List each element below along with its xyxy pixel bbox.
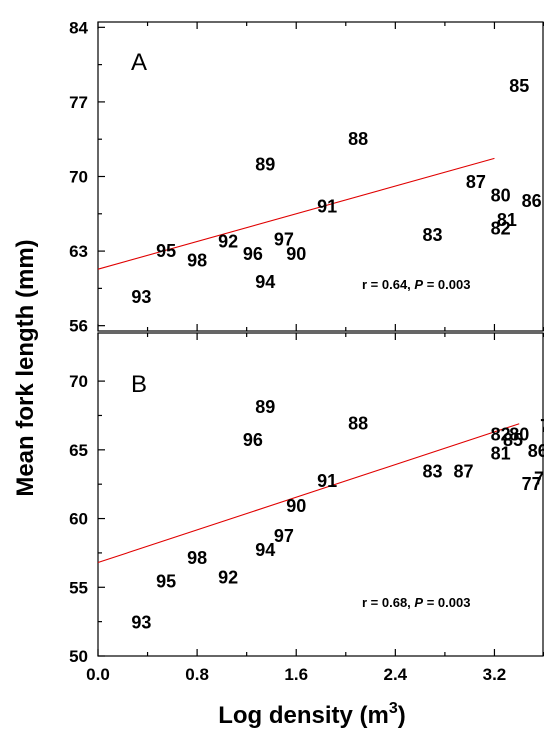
data-point-label: 92 [218, 567, 238, 587]
y-tick-label: 77 [69, 93, 88, 112]
data-point-label: 89 [255, 397, 275, 417]
data-point-label: 81 [491, 444, 511, 464]
data-point-label: 88 [348, 413, 368, 433]
data-point-label: 94 [255, 272, 275, 292]
data-point-label: 83 [422, 461, 442, 481]
data-point-label: 80 [491, 186, 511, 206]
x-axis-title-close: ) [398, 702, 406, 729]
x-tick-label: 2.4 [384, 665, 408, 684]
data-point-label: 92 [218, 231, 238, 251]
data-point-label: 87 [453, 461, 473, 481]
y-tick-label: 84 [69, 18, 88, 37]
data-point-label: 76 [534, 468, 544, 488]
data-point-label: 90 [286, 496, 306, 516]
data-point-label: 91 [317, 471, 337, 491]
x-tick-label: 0.8 [185, 665, 209, 684]
x-axis-title: Log density (m3) [218, 700, 406, 729]
data-point-label: 83 [422, 225, 442, 245]
data-point-label: 86 [522, 191, 542, 211]
data-point-label: 93 [131, 287, 151, 307]
plot-frame [97, 332, 544, 657]
x-tick-label: 0.0 [86, 665, 110, 684]
data-point-label: 81 [497, 210, 517, 230]
data-point-label: 77 [522, 474, 542, 494]
y-tick-label: 63 [69, 242, 88, 261]
y-axis-title: Mean fork length (mm) [12, 239, 39, 496]
data-point-label: 95 [156, 571, 176, 591]
x-tick-label: 1.6 [284, 665, 308, 684]
data-point-label: 97 [274, 526, 294, 546]
data-point-label: 98 [187, 548, 207, 568]
data-point-label: 80 [509, 424, 529, 444]
data-point-label: 82 [491, 424, 511, 444]
regression-line [97, 157, 495, 270]
regression-line [97, 423, 520, 564]
data-point-label: 88 [348, 129, 368, 149]
data-point-label: 85 [503, 430, 523, 450]
x-axis-title-main: Log density (m [218, 702, 389, 729]
data-point-label: 89 [255, 155, 275, 175]
y-tick-label: 70 [69, 372, 88, 391]
x-axis-title-superscript: 3 [389, 700, 398, 717]
data-point-label: 98 [187, 251, 207, 271]
data-point-label: 87 [466, 172, 486, 192]
correlation-annotation: r = 0.68, P = 0.003 [362, 595, 470, 610]
data-point-label: 93 [131, 613, 151, 633]
data-point-label: 75 [540, 416, 544, 436]
data-point-label: 91 [317, 196, 337, 216]
y-tick-label: 65 [69, 441, 88, 460]
data-point-label: 82 [491, 219, 511, 239]
y-tick-label: 56 [69, 317, 88, 336]
data-point-label: 96 [243, 244, 263, 264]
correlation-annotation: r = 0.64, P = 0.003 [362, 277, 470, 292]
data-point-label: 90 [286, 244, 306, 264]
data-point-label: 97 [274, 229, 294, 249]
y-tick-label: 55 [69, 578, 88, 597]
y-tick-label: 70 [69, 168, 88, 187]
data-point-label: 86 [528, 441, 544, 461]
x-tick-label: 3.2 [483, 665, 507, 684]
y-tick-label: 50 [69, 647, 88, 666]
y-tick-label: 60 [69, 510, 88, 529]
data-point-label: 95 [156, 241, 176, 261]
data-point-label: 94 [255, 540, 275, 560]
panel-letter: B [131, 371, 147, 398]
data-point-label: 96 [243, 430, 263, 450]
data-point-label: 85 [509, 76, 529, 96]
panel-letter: A [131, 49, 147, 76]
